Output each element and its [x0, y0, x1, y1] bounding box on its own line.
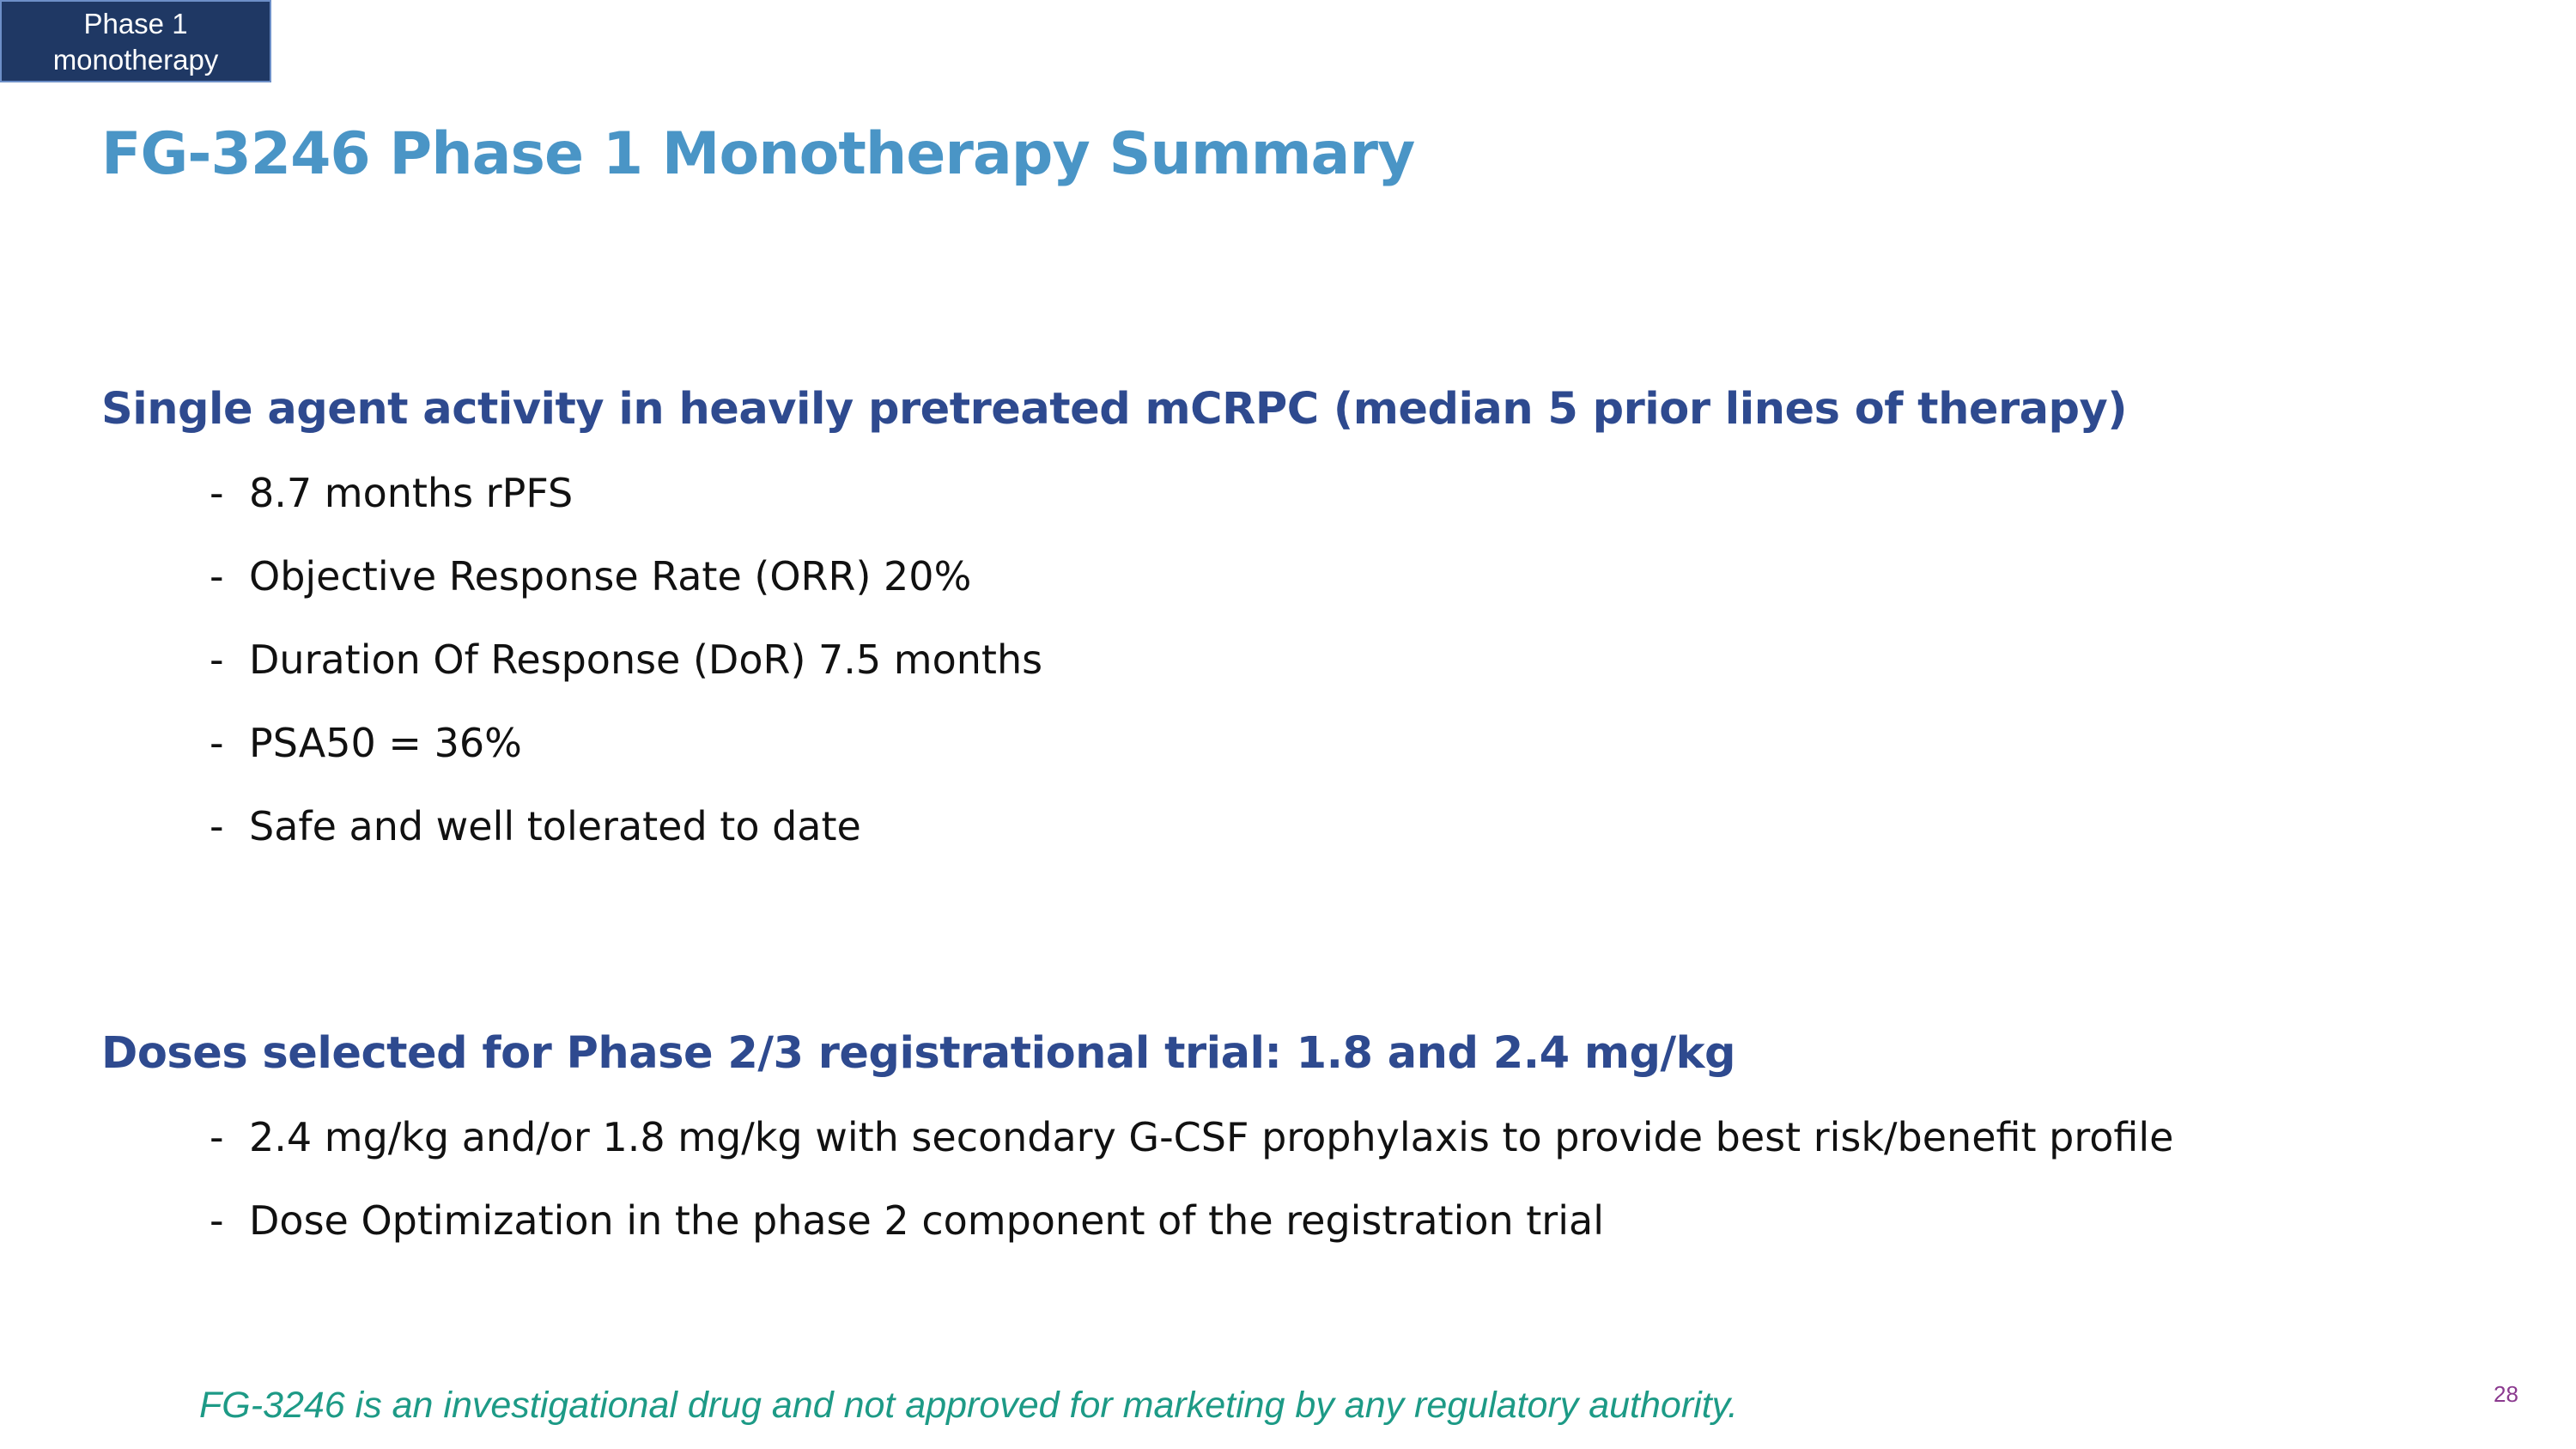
bullet-item: - Safe and well tolerated to date: [210, 803, 1042, 886]
bullet-dash: -: [210, 553, 224, 600]
disclaimer-footer: FG-3246 is an investigational drug and n…: [199, 1385, 1738, 1426]
bullet-text: Duration Of Response (DoR) 7.5 months: [249, 636, 1043, 683]
bullet-dash: -: [210, 1114, 224, 1160]
bullet-item: - Objective Response Rate (ORR) 20%: [210, 553, 1042, 636]
bullet-item: -8.7 months rPFS: [210, 470, 1042, 553]
bullet-text: Objective Response Rate (ORR) 20%: [249, 553, 972, 600]
slide-title: FG-3246 Phase 1 Monotherapy Summary: [101, 120, 1415, 188]
bullet-text: PSA50 = 36%: [249, 720, 522, 766]
section-heading-activity: Single agent activity in heavily pretrea…: [101, 384, 2128, 435]
doses-bullet-list: -2.4 mg/kg and/or 1.8 mg/kg with seconda…: [210, 1114, 2173, 1281]
bullet-item: - Duration Of Response (DoR) 7.5 months: [210, 636, 1042, 720]
section-tag-line2: monotherapy: [52, 44, 219, 76]
bullet-text: 2.4 mg/kg and/or 1.8 mg/kg with secondar…: [249, 1114, 2174, 1160]
bullet-dash: -: [210, 636, 224, 683]
section-tag: Phase 1 monotherapy: [0, 0, 271, 82]
bullet-dash: -: [210, 1197, 224, 1244]
bullet-item: - Dose Optimization in the phase 2 compon…: [210, 1197, 2173, 1281]
bullet-text: Safe and well tolerated to date: [249, 803, 861, 849]
section-tag-line1: Phase 1: [83, 8, 188, 40]
bullet-text: Dose Optimization in the phase 2 compone…: [249, 1197, 1604, 1244]
page-number: 28: [2494, 1381, 2518, 1407]
activity-bullet-list: -8.7 months rPFS - Objective Response Rat…: [210, 470, 1042, 886]
section-heading-doses: Doses selected for Phase 2/3 registratio…: [101, 1028, 1736, 1079]
bullet-item: -2.4 mg/kg and/or 1.8 mg/kg with seconda…: [210, 1114, 2173, 1197]
bullet-dash: -: [210, 720, 224, 766]
bullet-dash: -: [210, 470, 224, 516]
bullet-text: 8.7 months rPFS: [249, 470, 574, 516]
bullet-dash: -: [210, 803, 224, 849]
bullet-item: - PSA50 = 36%: [210, 720, 1042, 803]
